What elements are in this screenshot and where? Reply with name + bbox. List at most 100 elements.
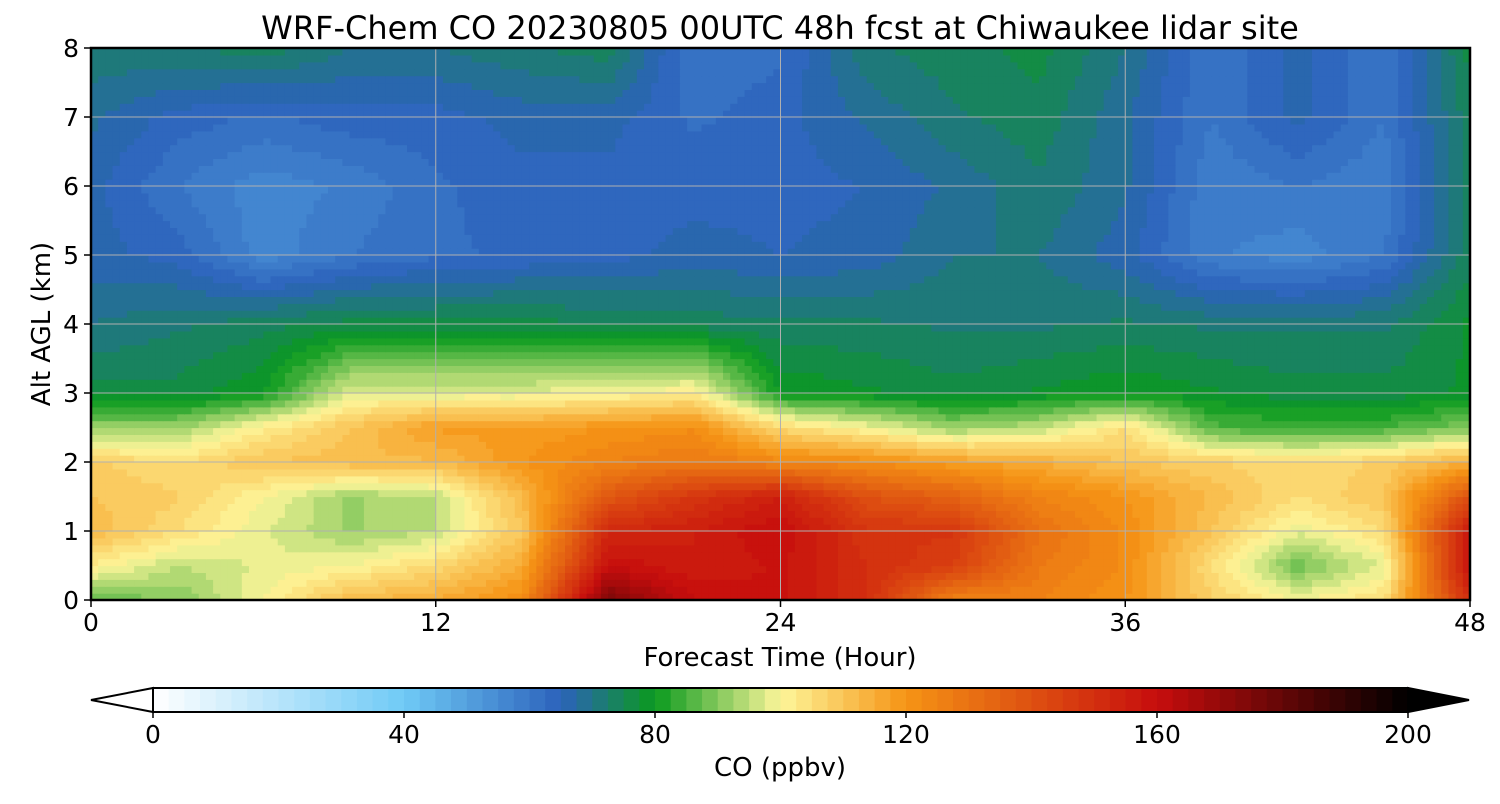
heatmap-cell xyxy=(1419,441,1428,449)
heatmap-cell xyxy=(284,434,293,442)
heatmap-cell xyxy=(1161,462,1169,470)
heatmap-cell xyxy=(715,427,724,435)
heatmap-cell xyxy=(737,468,746,477)
heatmap-cell xyxy=(1434,537,1442,546)
heatmap-cell xyxy=(1024,448,1033,456)
heatmap-cell xyxy=(1455,427,1464,435)
heatmap-cell xyxy=(823,544,832,553)
heatmap-cell xyxy=(1175,572,1184,580)
heatmap-cell xyxy=(471,565,480,573)
heatmap-cell xyxy=(1125,427,1134,435)
heatmap-cell xyxy=(155,537,164,546)
heatmap-cell xyxy=(644,455,652,463)
heatmap-cell xyxy=(579,572,588,580)
heatmap-cell xyxy=(162,544,171,553)
heatmap-cell xyxy=(529,531,537,539)
heatmap-cell xyxy=(98,544,106,553)
heatmap-cell xyxy=(1146,455,1155,463)
heatmap-cell xyxy=(1125,503,1134,511)
heatmap-cell xyxy=(723,586,731,594)
heatmap-cell xyxy=(1017,593,1026,600)
heatmap-cell xyxy=(328,468,336,477)
heatmap-cell xyxy=(737,427,746,435)
heatmap-cell xyxy=(521,517,530,525)
heatmap-cell xyxy=(320,475,329,484)
heatmap-cell xyxy=(471,468,480,477)
heatmap-cell xyxy=(1153,427,1162,435)
heatmap-cell xyxy=(1412,517,1421,525)
heatmap-cell xyxy=(1276,524,1284,532)
heatmap-cell xyxy=(306,593,315,600)
heatmap-cell xyxy=(1434,572,1442,580)
heatmap-cell xyxy=(974,531,983,539)
heatmap-cell xyxy=(967,565,976,573)
heatmap-cell xyxy=(457,503,466,511)
heatmap-cell xyxy=(1132,551,1141,560)
heatmap-cell xyxy=(1125,496,1134,504)
heatmap-cell xyxy=(924,593,932,600)
heatmap-cell xyxy=(708,427,717,435)
heatmap-cell xyxy=(457,475,466,484)
heatmap-cell xyxy=(723,434,731,442)
heatmap-cell xyxy=(974,572,983,580)
heatmap-cell xyxy=(902,565,911,573)
heatmap-cell xyxy=(1369,551,1378,560)
heatmap-cell xyxy=(1441,496,1450,504)
heatmap-cell xyxy=(249,572,257,580)
heatmap-cell xyxy=(249,455,257,463)
heatmap-cell xyxy=(550,462,559,470)
heatmap-cell xyxy=(895,586,904,594)
heatmap-cell xyxy=(1103,510,1112,518)
heatmap-cell xyxy=(1405,455,1414,463)
heatmap-cell xyxy=(126,586,135,594)
heatmap-cell xyxy=(1412,482,1421,491)
heatmap-cell xyxy=(493,565,501,573)
heatmap-cell xyxy=(1053,462,1062,470)
heatmap-cell xyxy=(1046,593,1055,600)
heatmap-cell xyxy=(543,537,552,546)
heatmap-cell xyxy=(1355,510,1363,518)
heatmap-cell xyxy=(1089,524,1098,532)
heatmap-cell xyxy=(715,531,724,539)
heatmap-cell xyxy=(428,482,437,491)
heatmap-cell xyxy=(249,551,257,560)
heatmap-cell xyxy=(543,565,552,573)
heatmap-cell xyxy=(1139,441,1148,449)
heatmap-cell xyxy=(227,551,236,560)
heatmap-cell xyxy=(830,593,839,600)
heatmap-cell xyxy=(888,537,897,546)
heatmap-cell xyxy=(952,455,961,463)
heatmap-cell xyxy=(644,427,652,435)
heatmap-cell xyxy=(134,434,142,442)
heatmap-cell xyxy=(306,455,315,463)
heatmap-cell xyxy=(866,468,875,477)
heatmap-cell xyxy=(349,503,358,511)
heatmap-cell xyxy=(1355,579,1363,587)
heatmap-cell xyxy=(1139,537,1148,546)
heatmap-cell xyxy=(780,434,789,442)
heatmap-cell xyxy=(220,524,229,532)
heatmap-cell xyxy=(249,510,257,518)
heatmap-cell xyxy=(126,544,135,553)
heatmap-cell xyxy=(349,531,358,539)
heatmap-cell xyxy=(723,489,731,498)
heatmap-cell xyxy=(924,448,932,456)
heatmap-cell xyxy=(1369,510,1378,518)
heatmap-cell xyxy=(1225,448,1234,456)
heatmap-cell xyxy=(1218,558,1227,567)
heatmap-cell xyxy=(1297,558,1306,567)
heatmap-cell xyxy=(636,531,645,539)
heatmap-cell xyxy=(823,462,832,470)
heatmap-cell xyxy=(629,510,638,518)
heatmap-cell xyxy=(1283,517,1292,525)
heatmap-cell xyxy=(478,455,487,463)
heatmap-cell xyxy=(471,531,480,539)
heatmap-cell xyxy=(1110,517,1119,525)
heatmap-cell xyxy=(162,579,171,587)
heatmap-cell xyxy=(1189,462,1198,470)
heatmap-cell xyxy=(758,427,767,435)
heatmap-cell xyxy=(766,544,774,553)
heatmap-cell xyxy=(981,524,990,532)
heatmap-cell xyxy=(378,441,387,449)
heatmap-cell xyxy=(608,482,616,491)
